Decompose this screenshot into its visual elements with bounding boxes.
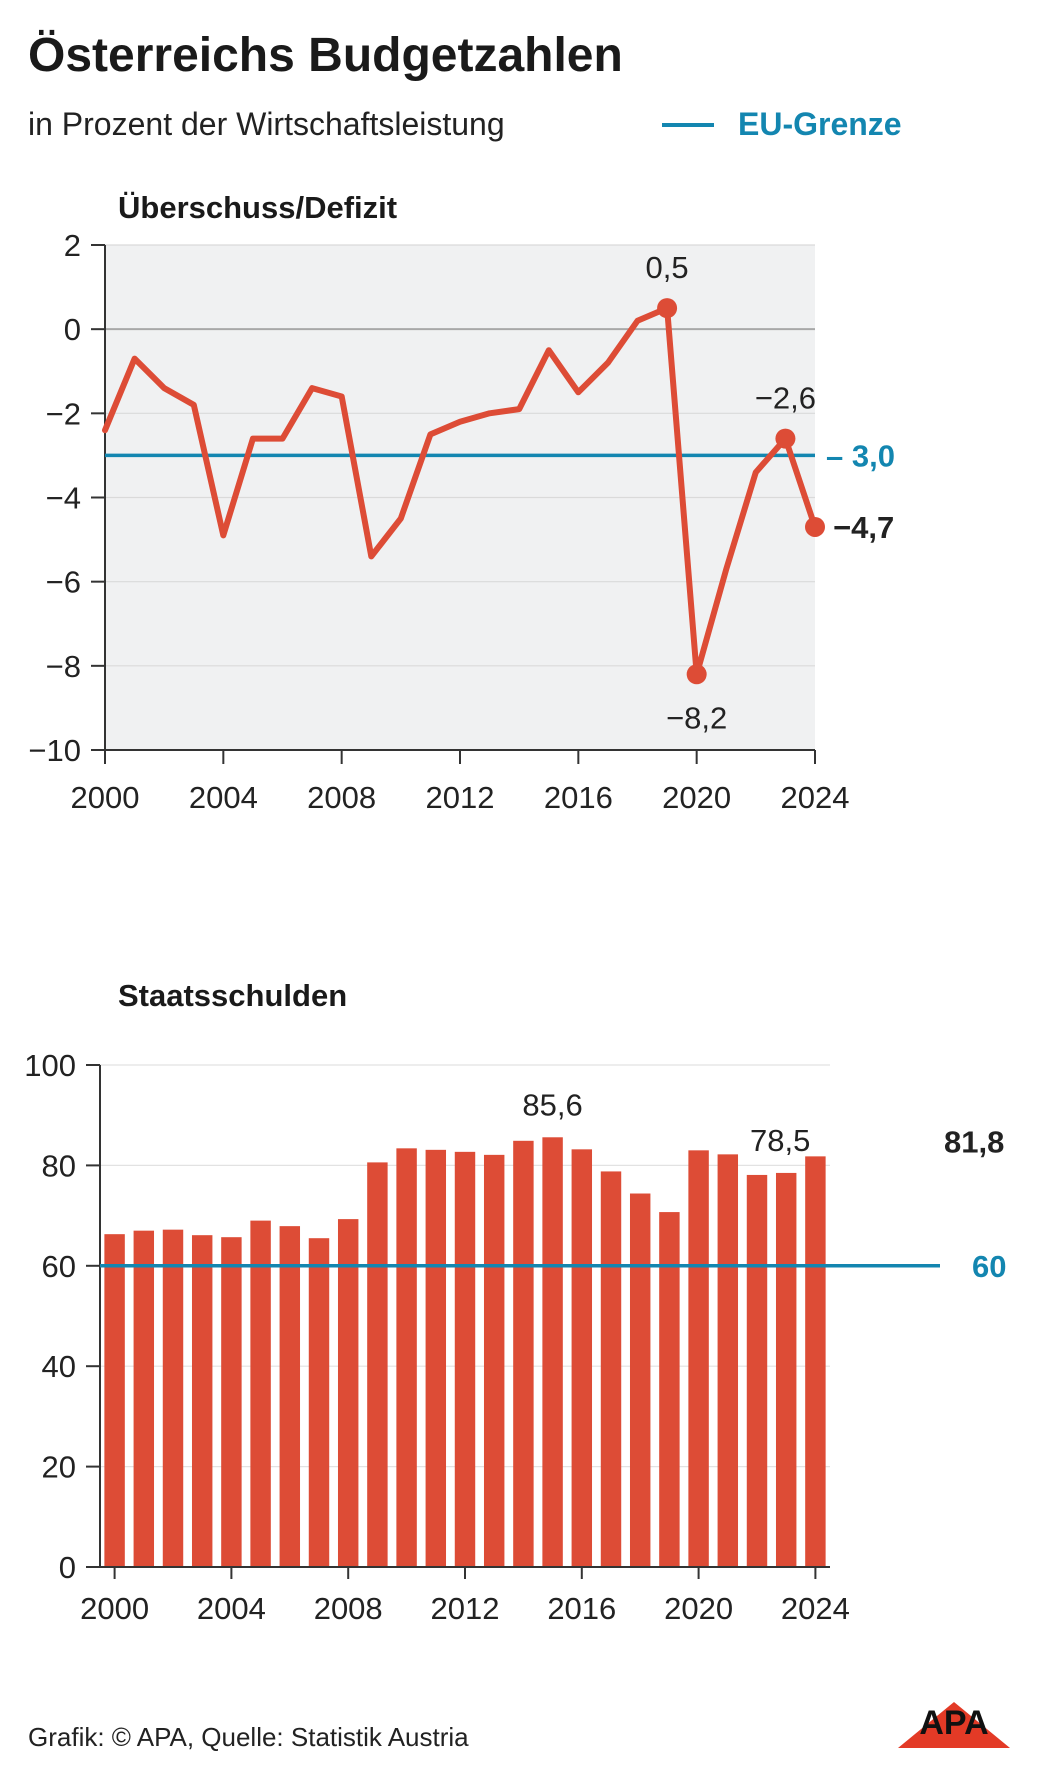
data-point-marker bbox=[686, 664, 707, 685]
debt-bar bbox=[279, 1226, 301, 1567]
debt-bar bbox=[454, 1151, 476, 1567]
debt-bar bbox=[542, 1137, 563, 1567]
legend: EU-Grenze bbox=[662, 106, 902, 143]
y-tick-label: −8 bbox=[46, 649, 81, 684]
data-label: −4,7 bbox=[833, 510, 894, 545]
legend-label: EU-Grenze bbox=[738, 106, 902, 142]
debt-bar bbox=[571, 1149, 593, 1567]
debt-bar bbox=[688, 1150, 709, 1567]
debt-bar bbox=[133, 1230, 155, 1567]
chart-title: Österreichs Budgetzahlen bbox=[28, 29, 623, 82]
data-point-marker bbox=[775, 428, 796, 449]
x-tick-label: 2004 bbox=[189, 780, 258, 815]
y-tick-label: −2 bbox=[46, 396, 81, 431]
x-tick-label: 2020 bbox=[662, 780, 731, 815]
debt-bar bbox=[162, 1229, 184, 1567]
chart-subtitle: in Prozent der Wirtschaftsleistung bbox=[28, 106, 505, 142]
apa-logo-triangle bbox=[898, 1702, 1010, 1748]
y-tick-label: 40 bbox=[42, 1349, 76, 1384]
apa-logo: APA bbox=[898, 1702, 1010, 1748]
source-credit: Grafik: © APA, Quelle: Statistik Austria bbox=[28, 1722, 469, 1752]
debt-bar bbox=[513, 1140, 534, 1567]
debt-bar bbox=[746, 1174, 768, 1567]
debt-bar bbox=[221, 1237, 242, 1567]
x-tick-label: 2016 bbox=[547, 1591, 616, 1626]
apa-logo-text: APA bbox=[919, 1704, 988, 1742]
legend-line-swatch bbox=[662, 122, 714, 127]
x-tick-label: 2012 bbox=[426, 780, 495, 815]
x-tick-label: 2004 bbox=[197, 1591, 266, 1626]
deficit-line-chart: 2 0 −2 −4 −6 −8 −10 2000 2004 2008 2012 2016 2020 202… bbox=[28, 228, 895, 815]
data-label: 0,5 bbox=[646, 250, 689, 285]
debt-bar bbox=[308, 1238, 330, 1567]
data-label: −2,6 bbox=[755, 381, 816, 416]
data-label: 81,8 bbox=[944, 1124, 1004, 1159]
debt-bar-chart: 0 20 40 60 80 100 2000 2004 2008 2012 2016 2020 2024… bbox=[24, 1048, 1006, 1626]
debt-bar bbox=[659, 1212, 680, 1567]
debt-bar bbox=[250, 1220, 271, 1567]
x-tick-label: 2008 bbox=[307, 780, 376, 815]
data-label: −8,2 bbox=[666, 700, 727, 735]
debt-bar bbox=[805, 1156, 826, 1567]
debt-bar bbox=[191, 1235, 213, 1567]
x-tick-label: 2024 bbox=[781, 780, 850, 815]
debt-bar bbox=[629, 1193, 651, 1567]
debt-bar bbox=[717, 1154, 739, 1567]
y-tick-label: −6 bbox=[46, 565, 81, 600]
debt-chart-title: Staatsschulden bbox=[118, 978, 348, 1013]
y-tick-label: 80 bbox=[42, 1148, 76, 1183]
y-tick-label: 0 bbox=[59, 1550, 76, 1585]
debt-bar bbox=[775, 1172, 797, 1567]
x-tick-label: 2016 bbox=[544, 780, 613, 815]
y-tick-label: −10 bbox=[28, 733, 81, 768]
eu-limit-label: – 3,0 bbox=[826, 438, 895, 473]
debt-bar bbox=[104, 1234, 125, 1567]
x-tick-label: 2020 bbox=[664, 1591, 733, 1626]
y-tick-label: −4 bbox=[46, 481, 81, 516]
x-tick-label: 2000 bbox=[71, 780, 140, 815]
data-point-marker bbox=[805, 516, 825, 537]
x-tick-label: 2024 bbox=[781, 1591, 850, 1626]
x-tick-label: 2000 bbox=[80, 1591, 149, 1626]
debt-bar bbox=[425, 1149, 447, 1567]
debt-bar bbox=[396, 1148, 417, 1567]
x-tick-label: 2008 bbox=[314, 1591, 383, 1626]
debt-bar bbox=[600, 1171, 622, 1567]
deficit-chart-title: Überschuss/Defizit bbox=[118, 190, 398, 225]
debt-bar bbox=[367, 1162, 388, 1567]
y-tick-label: 20 bbox=[42, 1450, 76, 1485]
data-point-marker bbox=[657, 298, 678, 319]
y-tick-label: 100 bbox=[24, 1048, 76, 1083]
data-label: 85,6 bbox=[522, 1087, 582, 1122]
debt-bar bbox=[483, 1154, 505, 1567]
y-tick-label: 60 bbox=[42, 1249, 76, 1284]
y-tick-label: 0 bbox=[64, 312, 81, 347]
debt-bar bbox=[337, 1219, 359, 1567]
y-tick-label: 2 bbox=[64, 228, 81, 263]
x-tick-label: 2012 bbox=[431, 1591, 500, 1626]
eu-limit-label: 60 bbox=[972, 1249, 1006, 1284]
data-label: 78,5 bbox=[750, 1123, 810, 1158]
